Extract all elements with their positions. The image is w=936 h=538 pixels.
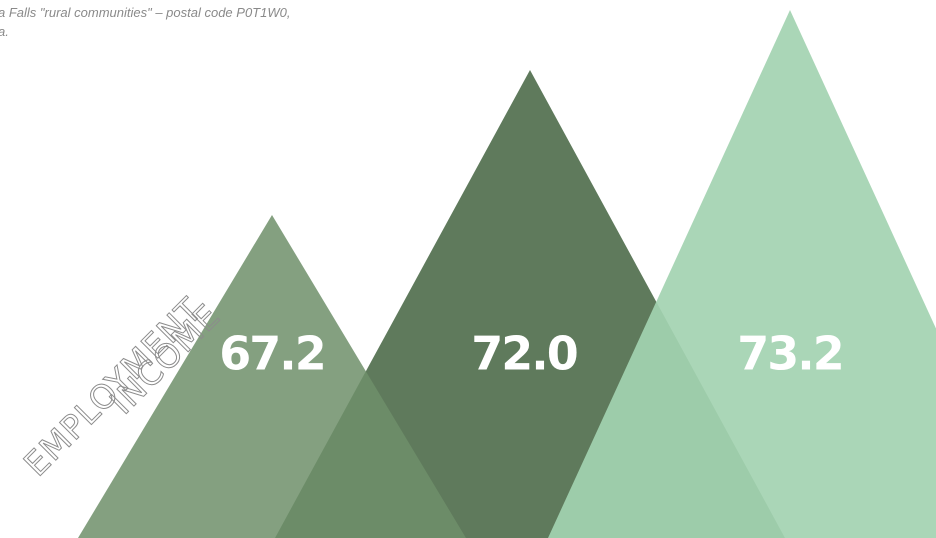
- value-label: 72.0: [471, 327, 577, 381]
- value-label: 73.2: [737, 327, 843, 381]
- mountain: [548, 10, 936, 538]
- caption-line: a.: [0, 24, 9, 39]
- mountain: [78, 215, 466, 538]
- value-label: 67.2: [219, 327, 325, 381]
- caption-line: a Falls "rural communities" – postal cod…: [0, 5, 290, 20]
